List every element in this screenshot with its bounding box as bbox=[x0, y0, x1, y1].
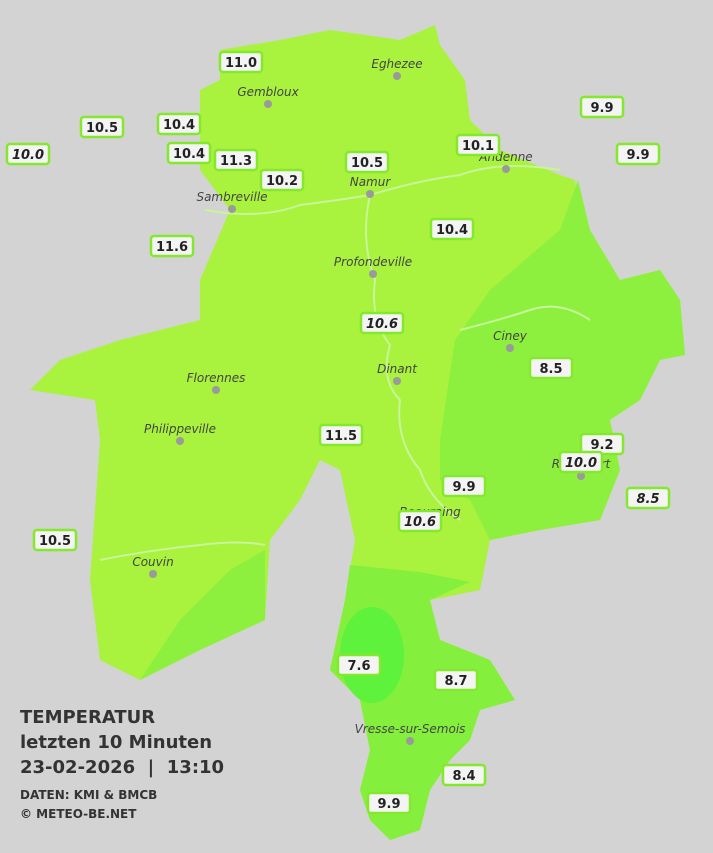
station-temp: 10.5 bbox=[39, 534, 71, 549]
station-temp: 7.6 bbox=[347, 659, 370, 674]
station-temp: 11.6 bbox=[156, 240, 188, 255]
city-label: Eghezee bbox=[371, 57, 422, 71]
legend-copyright: © METEO-BE.NET bbox=[20, 807, 137, 821]
city-dot bbox=[369, 270, 377, 278]
station-temp: 10.5 bbox=[351, 156, 383, 171]
station-box bbox=[344, 150, 390, 174]
station-box bbox=[5, 142, 51, 166]
city-dot bbox=[149, 570, 157, 578]
station-temp: 9.2 bbox=[590, 438, 613, 453]
station-temp: 8.5 bbox=[636, 492, 659, 507]
station-box bbox=[528, 356, 574, 380]
city-dot bbox=[393, 377, 401, 385]
station-temp: 11.0 bbox=[225, 56, 257, 71]
station-temp: 8.4 bbox=[452, 769, 475, 784]
legend-period: letzten 10 Minuten bbox=[20, 732, 212, 753]
city-dot bbox=[502, 165, 510, 173]
station-temp: 10.4 bbox=[173, 147, 205, 162]
city-label: Ciney bbox=[493, 329, 528, 343]
city-dot bbox=[366, 190, 374, 198]
station-temp: 10.2 bbox=[266, 174, 298, 189]
legend-title: TEMPERATUR bbox=[20, 707, 155, 728]
city-dot bbox=[506, 344, 514, 352]
station-box bbox=[441, 763, 487, 787]
station-temp: 10.4 bbox=[163, 118, 195, 133]
station-temp: 10.4 bbox=[436, 223, 468, 238]
city-label: Dinant bbox=[377, 362, 418, 376]
station-box bbox=[558, 450, 604, 474]
station-box bbox=[366, 791, 412, 815]
station-temp: 9.9 bbox=[626, 148, 649, 163]
zone-southwest bbox=[140, 550, 265, 680]
station-box bbox=[615, 142, 661, 166]
station-box bbox=[32, 528, 78, 552]
station-temp: 10.6 bbox=[366, 317, 398, 332]
station-box bbox=[579, 95, 625, 119]
city-label: Couvin bbox=[132, 555, 173, 569]
station-temp: 9.9 bbox=[452, 480, 475, 495]
station-temp: 9.9 bbox=[377, 797, 400, 812]
station-box bbox=[625, 486, 671, 510]
city-dot bbox=[393, 72, 401, 80]
city-label: Gembloux bbox=[237, 85, 299, 99]
legend-source: DATEN: KMI & BMCB bbox=[20, 788, 157, 802]
city-dot bbox=[228, 205, 236, 213]
city-dot bbox=[406, 737, 414, 745]
station-temp: 11.5 bbox=[325, 429, 357, 444]
station-box bbox=[359, 311, 405, 335]
station-box bbox=[149, 234, 195, 258]
station-box bbox=[433, 668, 479, 692]
station-temp: 10.1 bbox=[462, 139, 494, 154]
station-temp: 10.6 bbox=[404, 515, 436, 530]
city-dot bbox=[176, 437, 184, 445]
station-box bbox=[259, 168, 305, 192]
city-label: Sambreville bbox=[196, 190, 267, 204]
legend-datetime: 23-02-2026 | 13:10 bbox=[20, 757, 224, 778]
station-box bbox=[336, 653, 382, 677]
station-box bbox=[79, 115, 125, 139]
station-box bbox=[166, 141, 212, 165]
station-box bbox=[218, 50, 264, 74]
station-box bbox=[455, 133, 501, 157]
station-box bbox=[397, 509, 443, 533]
station-temp: 9.9 bbox=[590, 101, 613, 116]
station-temp: 8.5 bbox=[539, 362, 562, 377]
station-temp: 8.7 bbox=[444, 674, 467, 689]
city-label: Florennes bbox=[187, 371, 246, 385]
city-dot bbox=[212, 386, 220, 394]
station-box bbox=[156, 112, 202, 136]
station-box bbox=[429, 217, 475, 241]
station-box bbox=[441, 474, 487, 498]
city-dot bbox=[577, 472, 585, 480]
city-label: Philippeville bbox=[144, 422, 216, 436]
city-dot bbox=[264, 100, 272, 108]
city-label: Namur bbox=[350, 175, 392, 189]
city-label: Profondeville bbox=[334, 255, 412, 269]
station-temp: 11.3 bbox=[220, 154, 252, 169]
station-temp: 10.0 bbox=[565, 456, 597, 471]
station-box bbox=[318, 423, 364, 447]
city-label: Vresse-sur-Semois bbox=[355, 722, 466, 736]
station-temp: 10.0 bbox=[12, 148, 44, 163]
station-temp: 10.5 bbox=[86, 121, 118, 136]
station-box bbox=[213, 148, 259, 172]
